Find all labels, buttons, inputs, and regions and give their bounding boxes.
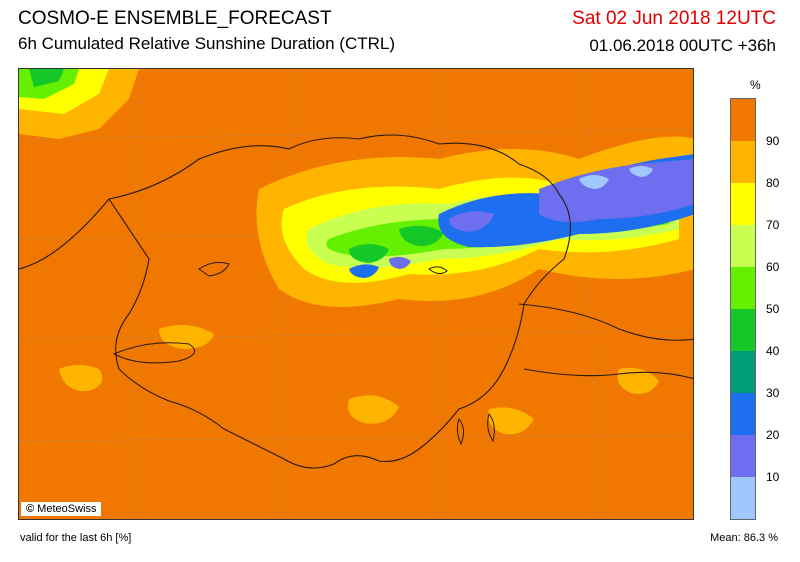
valid-time: Sat 02 Jun 2018 12UTC [572,8,776,29]
chart-title: COSMO-E ENSEMBLE_FORECAST [18,8,332,29]
legend-seg-0-10 [731,477,755,519]
color-legend [730,98,756,520]
legend-label-50: 50 [766,302,780,316]
legend-seg-70-80 [731,183,755,225]
legend-seg-50-60 [731,267,755,309]
lake-outlines [112,261,495,446]
legend-label-70: 70 [766,218,780,232]
legend-label-80: 80 [766,176,780,190]
legend-unit: % [750,78,761,92]
legend-seg-80-90 [731,141,755,183]
country-borders [19,134,693,469]
copyright-notice: © MeteoSwiss [21,502,102,516]
legend-label-20: 20 [766,428,780,442]
legend-label-40: 40 [766,344,780,358]
legend-seg-90-100 [731,99,755,141]
valid-note: valid for the last 6h [%] [20,532,132,544]
sunshine-field [19,69,693,519]
field-0-40 [349,154,693,278]
legend-seg-40-50 [731,309,755,351]
legend-seg-60-70 [731,225,755,267]
copyright-icon: © [26,503,35,515]
legend-label-90: 90 [766,134,780,148]
legend-label-60: 60 [766,260,780,274]
legend-seg-20-30 [731,393,755,435]
legend-seg-10-20 [731,435,755,477]
copyright-text: MeteoSwiss [37,503,97,515]
legend-label-10: 10 [766,470,780,484]
legend-label-30: 30 [766,386,780,400]
mean-value: Mean: 86.3 % [710,532,778,544]
chart-subtitle: 6h Cumulated Relative Sunshine Duration … [18,34,396,53]
forecast-map: © MeteoSwiss [18,68,694,520]
legend-seg-30-40 [731,351,755,393]
run-info: 01.06.2018 00UTC +36h [589,36,776,55]
